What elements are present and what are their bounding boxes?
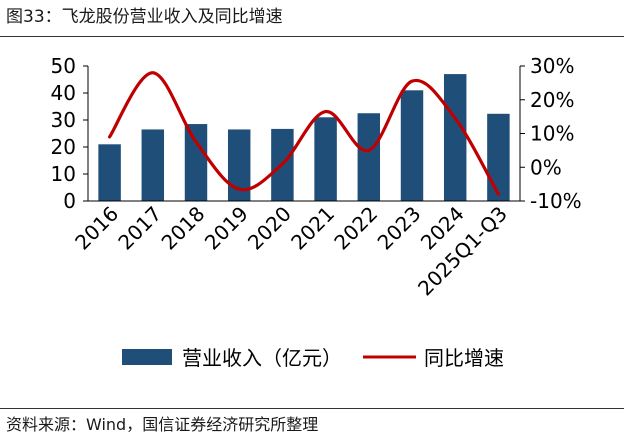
- left-tick-label: 0: [63, 189, 76, 213]
- x-tick-label: 2016: [70, 202, 123, 255]
- left-tick-label: 20: [51, 135, 76, 159]
- top-divider: [0, 36, 624, 37]
- legend-bar-swatch: [122, 349, 172, 365]
- chart-title: 图33：飞龙股份营业收入及同比增速: [6, 7, 283, 27]
- bar-2019: [227, 129, 251, 201]
- growth-line: [108, 71, 500, 196]
- bottom-divider: [0, 408, 624, 409]
- source-note: 资料来源：Wind，国信证券经济研究所整理: [6, 415, 319, 434]
- chart-area: 0 10 20 30 40 50 -10% 0% 10% 20% 30% 201620172018…: [51, 54, 582, 370]
- x-tick-label: 2018: [157, 202, 210, 255]
- bar-2022: [357, 113, 381, 201]
- left-tick-label: 50: [51, 54, 76, 78]
- x-tick-label: 2023: [373, 202, 426, 255]
- left-tick-label: 10: [51, 162, 76, 186]
- right-tick-label: 10%: [530, 122, 574, 146]
- legend-bar-label: 营业收入（亿元）: [182, 346, 342, 370]
- bar-2023: [400, 90, 424, 201]
- right-tick-label: 0%: [530, 155, 562, 179]
- bar-2024: [443, 74, 467, 201]
- x-tick-label: 2019: [200, 202, 253, 255]
- x-tick-label: 2017: [113, 202, 166, 255]
- left-tick-label: 40: [51, 81, 76, 105]
- bar-2021: [314, 117, 337, 201]
- bar-2025Q1-Q3: [487, 113, 510, 201]
- bar-2016: [98, 144, 121, 201]
- right-tick-label: 20%: [530, 88, 574, 112]
- x-tick-label: 2021: [286, 202, 339, 255]
- bar-2018: [184, 124, 208, 201]
- left-tick-label: 30: [51, 108, 76, 132]
- x-tick-label: 2022: [329, 202, 382, 255]
- legend-line-label: 同比增速: [424, 346, 504, 370]
- right-tick-label: -10%: [530, 189, 582, 213]
- bar-2017: [141, 129, 165, 201]
- x-tick-label: 2020: [243, 202, 296, 255]
- right-tick-label: 30%: [530, 54, 574, 78]
